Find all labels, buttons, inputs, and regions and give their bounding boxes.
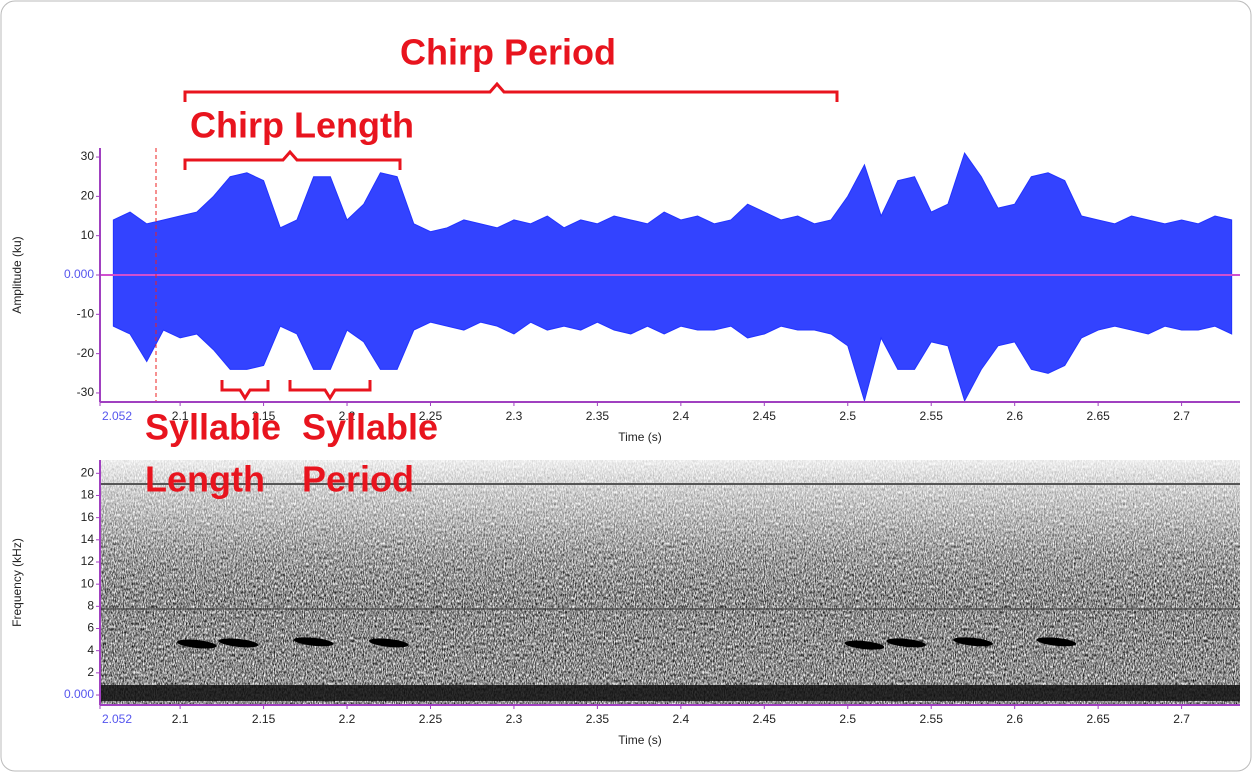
x-tick-label: 2.25 bbox=[419, 409, 443, 423]
y-tick-label: -20 bbox=[77, 346, 95, 360]
x-tick-label: 2.35 bbox=[586, 712, 610, 726]
x-tick-label: 2.65 bbox=[1086, 409, 1110, 423]
x-tick-label: 2.35 bbox=[586, 409, 610, 423]
x-tick-label: 2.6 bbox=[1006, 409, 1023, 423]
x-tick-label: 2.2 bbox=[339, 409, 356, 423]
syllable-trace bbox=[844, 640, 885, 650]
x-tick-label: 2.15 bbox=[252, 409, 276, 423]
x-tick-label: 2.052 bbox=[102, 712, 132, 726]
x-tick-label: 2.15 bbox=[252, 712, 276, 726]
x-tick-label: 2.25 bbox=[419, 712, 443, 726]
y-tick-label: 2 bbox=[87, 665, 94, 679]
y-tick-label: 20 bbox=[81, 189, 95, 203]
bracket-syllable-length bbox=[220, 380, 270, 401]
x-tick-label: 2.3 bbox=[506, 712, 523, 726]
x-tick-label: 2.55 bbox=[920, 409, 944, 423]
syllable-trace bbox=[1036, 637, 1077, 647]
y-tick-label: 0.000 bbox=[64, 687, 94, 701]
y-axis-label: Amplitude (ku) bbox=[10, 236, 24, 313]
y-tick-label: 6 bbox=[87, 621, 94, 635]
x-tick-label: 2.4 bbox=[673, 712, 690, 726]
annotation: Chirp Period bbox=[400, 32, 616, 73]
y-tick-label: 4 bbox=[87, 643, 94, 657]
y-tick-label: 16 bbox=[81, 510, 95, 524]
y-tick-label: 10 bbox=[81, 228, 95, 242]
syllable-trace bbox=[218, 638, 259, 648]
y-tick-label: 20 bbox=[81, 465, 95, 479]
x-tick-label: 2.5 bbox=[839, 409, 856, 423]
y-tick-label: -10 bbox=[77, 306, 95, 320]
waveform-envelope bbox=[112, 274, 1233, 403]
y-tick-label: 10 bbox=[81, 576, 95, 590]
annotation: Period bbox=[302, 459, 414, 500]
x-tick-label: 2.5 bbox=[839, 712, 856, 726]
x-tick-label: 2.2 bbox=[339, 712, 356, 726]
x-tick-label: 2.7 bbox=[1173, 712, 1190, 726]
x-tick-label: 2.6 bbox=[1006, 712, 1023, 726]
x-tick-label: 2.1 bbox=[172, 712, 189, 726]
y-tick-label: 0.000 bbox=[64, 267, 94, 281]
bracket-chirp-length bbox=[183, 149, 402, 170]
x-tick-label: 2.45 bbox=[753, 409, 777, 423]
y-tick-label: 12 bbox=[81, 554, 95, 568]
y-axis-label: Frequency (kHz) bbox=[10, 538, 24, 627]
x-tick-label: 2.55 bbox=[920, 712, 944, 726]
syllable-trace bbox=[176, 639, 217, 649]
annotation: Chirp Length bbox=[190, 105, 414, 146]
x-tick-label: 2.1 bbox=[172, 409, 189, 423]
y-tick-label: 14 bbox=[81, 532, 95, 546]
syllable-trace bbox=[886, 638, 927, 648]
waveform-envelope bbox=[112, 152, 1233, 276]
syllable-trace bbox=[368, 638, 409, 648]
x-axis-label: Time (s) bbox=[618, 733, 662, 747]
annotation: Length bbox=[145, 459, 265, 500]
x-tick-label: 2.65 bbox=[1086, 712, 1110, 726]
y-tick-label: 30 bbox=[81, 149, 95, 163]
annotation: Syllable bbox=[145, 407, 281, 448]
x-tick-label: 2.052 bbox=[102, 409, 132, 423]
x-axis-label: Time (s) bbox=[618, 430, 662, 444]
x-tick-label: 2.3 bbox=[506, 409, 523, 423]
syllable-trace bbox=[953, 637, 993, 647]
syllable-trace bbox=[293, 637, 334, 647]
spectrogram-fade bbox=[100, 460, 1240, 595]
bracket-syllable-period bbox=[288, 380, 372, 401]
y-tick-label: 8 bbox=[87, 599, 94, 613]
x-tick-label: 2.4 bbox=[673, 409, 690, 423]
bracket-chirp-period bbox=[183, 81, 839, 102]
y-tick-label: -30 bbox=[77, 385, 95, 399]
low-band bbox=[100, 685, 1240, 701]
x-tick-label: 2.7 bbox=[1173, 409, 1190, 423]
y-tick-label: 18 bbox=[81, 488, 95, 502]
x-tick-label: 2.45 bbox=[753, 712, 777, 726]
annotation: Syllable bbox=[302, 407, 438, 448]
